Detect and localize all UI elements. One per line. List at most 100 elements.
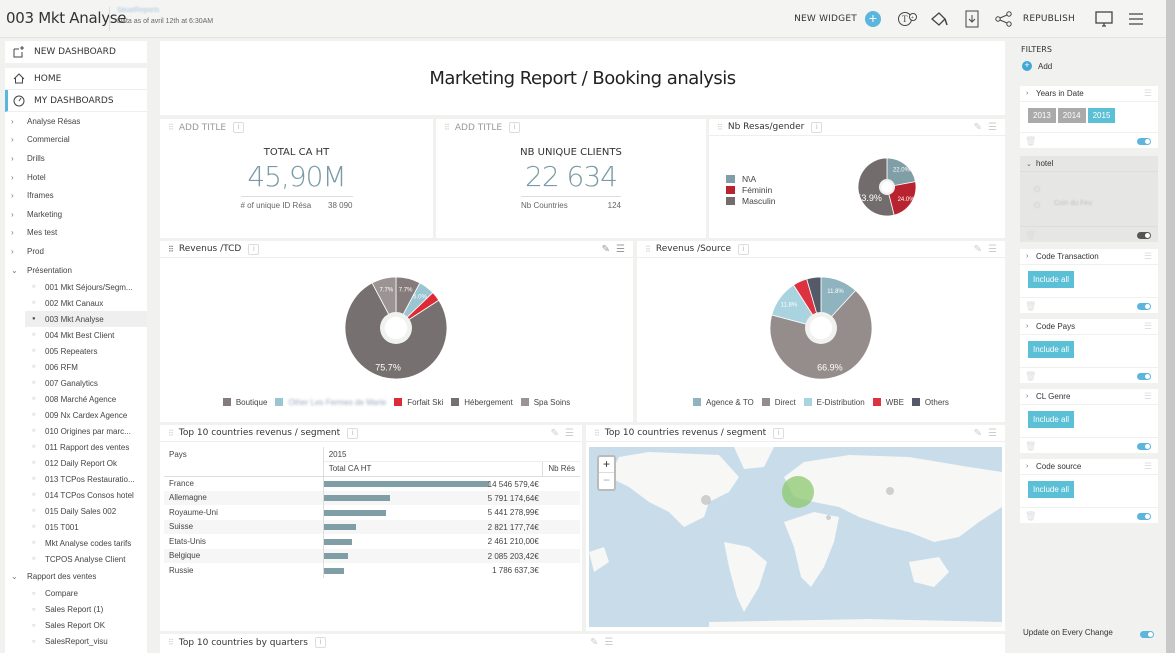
sidebar-dashboard-item[interactable]: ○ 013 TCPos Restauratio... <box>5 471 147 487</box>
include-all-button[interactable]: Include all <box>1028 341 1075 358</box>
card-menu-icon[interactable]: ☰ <box>616 244 625 255</box>
legend-item[interactable]: N\A <box>726 174 776 185</box>
sidebar-folder[interactable]: › Iframes <box>5 186 147 205</box>
legend-item[interactable]: Boutique <box>222 398 267 407</box>
info-icon[interactable]: i <box>738 243 750 255</box>
add-filter-button[interactable]: + Add <box>1022 61 1052 71</box>
drag-handle-icon[interactable]: ⠿ <box>444 123 450 132</box>
sidebar-dashboard-item[interactable]: ○ Mkt Analyse codes tarifs <box>5 535 147 551</box>
sidebar-dashboard-item[interactable]: ○ 008 Marché Agence <box>5 391 147 407</box>
drag-handle-icon[interactable]: ⠿ <box>645 244 651 254</box>
share-icon[interactable] <box>991 9 1017 29</box>
table-row[interactable]: France 14 546 579,4€ <box>164 476 580 491</box>
drag-handle-icon[interactable]: ⠿ <box>168 244 174 254</box>
map-bubble-small[interactable] <box>826 515 831 520</box>
trash-icon[interactable]: 🗑 <box>1025 441 1037 451</box>
sidebar-dashboard-item[interactable]: ○ 007 Ganalytics <box>5 375 147 391</box>
legend-item[interactable]: Hébergement <box>451 398 513 407</box>
filter-toggle[interactable] <box>1137 138 1151 145</box>
radio-option[interactable] <box>1034 186 1040 192</box>
legend-item[interactable]: Forfait Ski <box>394 398 443 407</box>
filter-toggle[interactable] <box>1137 232 1151 239</box>
filter-header[interactable]: › Code Pays ☰ <box>1020 319 1158 335</box>
table-row[interactable]: Russie 1 786 637,3€ <box>164 563 580 578</box>
sidebar-dashboard-item[interactable]: ○ Sales Report (1) <box>5 602 147 618</box>
sidebar-dashboard-item[interactable]: ○ Sales Report OK <box>5 618 147 634</box>
include-all-button[interactable]: Include all <box>1028 411 1075 428</box>
sidebar-dashboard-item[interactable]: ○ 002 Mkt Canaux <box>5 295 147 311</box>
legend-item[interactable]: Féminin <box>726 185 776 196</box>
table-row[interactable]: Suisse 2 821 177,74€ <box>164 519 580 534</box>
trash-icon[interactable]: 🗑 <box>1025 136 1037 146</box>
text-widget-icon[interactable]: T + <box>895 9 921 29</box>
drag-menu-icon[interactable]: ☰ <box>1143 461 1152 471</box>
add-title-button[interactable]: ADD TITLE <box>178 122 227 133</box>
radio-option[interactable] <box>1034 202 1040 208</box>
legend-item[interactable]: WBE <box>872 398 904 407</box>
drag-handle-icon[interactable]: ⠿ <box>168 428 174 438</box>
info-icon[interactable]: i <box>811 121 823 133</box>
sidebar-folder[interactable]: › Marketing <box>5 205 147 224</box>
table-row[interactable]: Allemagne 5 791 174,64€ <box>164 490 580 505</box>
map-bubble-france[interactable] <box>782 476 814 508</box>
drag-handle-icon[interactable]: ⠿ <box>717 122 723 132</box>
filter-header[interactable]: › Code source ☰ <box>1020 459 1158 475</box>
legend-item[interactable]: Spa Soins <box>520 398 570 407</box>
edit-icon[interactable]: ✎ <box>590 637 599 648</box>
trash-icon[interactable]: 🗑 <box>1025 371 1037 381</box>
table-row[interactable]: Etats-Unis 2 461 210,00€ <box>164 534 580 549</box>
edit-icon[interactable]: ✎ <box>973 244 983 255</box>
page-scrollbar[interactable] <box>1166 0 1175 653</box>
edit-icon[interactable]: ✎ <box>550 428 560 439</box>
new-widget-button[interactable]: NEW WIDGET <box>794 14 857 24</box>
card-menu-icon[interactable]: ☰ <box>604 637 614 648</box>
map-bubble-usa[interactable] <box>701 495 711 505</box>
legend-item[interactable]: Direct <box>761 398 796 407</box>
filter-toggle[interactable] <box>1137 303 1151 310</box>
info-icon[interactable]: i <box>233 122 245 133</box>
trash-icon[interactable]: 🗑 <box>1025 230 1037 240</box>
add-title-button[interactable]: ADD TITLE <box>454 122 503 133</box>
map-bubble-russia[interactable] <box>886 487 894 495</box>
fill-icon[interactable] <box>927 9 953 29</box>
sidebar-dashboard-item[interactable]: ○ Compare <box>5 586 147 602</box>
trash-icon[interactable]: 🗑 <box>1025 511 1037 521</box>
filter-header[interactable]: ⌄ hotel <box>1020 156 1158 172</box>
zoom-in-button[interactable]: + <box>599 457 614 473</box>
drag-handle-icon[interactable]: ⠿ <box>168 638 174 647</box>
drag-menu-icon[interactable]: ☰ <box>1143 391 1152 401</box>
sidebar-dashboard-item[interactable]: ○ 004 Mkt Best Client <box>5 327 147 343</box>
sidebar-dashboard-item[interactable]: ○ 006 RFM <box>5 359 147 375</box>
filter-header[interactable]: › CL Genre ☰ <box>1020 389 1158 405</box>
sidebar-folder-presentation[interactable]: ⌄ Présentation <box>5 261 147 280</box>
trash-icon[interactable]: 🗑 <box>1025 301 1037 311</box>
sidebar-folder[interactable]: › Commercial <box>5 131 147 150</box>
sidebar-dashboard-item[interactable]: ○ SalesReport_visu <box>5 634 147 650</box>
sidebar-folder[interactable]: › Drills <box>5 149 147 168</box>
table-row[interactable]: Royaume-Uni 5 441 278,99€ <box>164 505 580 520</box>
sidebar-dashboard-item[interactable]: ○ 010 Origines par marc... <box>5 423 147 439</box>
info-icon[interactable]: i <box>773 427 785 439</box>
info-icon[interactable]: i <box>509 122 521 133</box>
drag-handle-icon[interactable]: ⠿ <box>594 428 600 438</box>
world-map[interactable]: + − <box>589 447 1002 627</box>
table-row[interactable]: Belgique 2 085 203,42€ <box>164 548 580 563</box>
info-icon[interactable]: i <box>347 427 359 439</box>
filter-toggle[interactable] <box>1137 513 1151 520</box>
sidebar-dashboard-item[interactable]: ○ 012 Daily Report Ok <box>5 455 147 471</box>
pie-slice-n-a[interactable] <box>886 157 916 188</box>
sidebar-dashboard-item[interactable]: ○ 009 Nx Cardex Agence <box>5 407 147 423</box>
include-all-button[interactable]: Include all <box>1028 481 1075 498</box>
drag-menu-icon[interactable]: ☰ <box>1143 88 1152 98</box>
year-option-2013[interactable]: 2013 <box>1028 108 1056 123</box>
sidebar-folder[interactable]: › Prod <box>5 242 147 261</box>
card-menu-icon[interactable]: ☰ <box>565 428 574 439</box>
edit-icon[interactable]: ✎ <box>973 428 983 439</box>
legend-item[interactable]: Other Les Fermes de Marie <box>275 398 386 407</box>
filter-header[interactable]: › Code Transaction ☰ <box>1020 249 1158 265</box>
sidebar-item-my-dashboards[interactable]: MY DASHBOARDS <box>5 90 147 112</box>
update-on-change-toggle[interactable] <box>1140 631 1154 638</box>
zoom-out-button[interactable]: − <box>602 473 610 487</box>
year-option-2015[interactable]: 2015 <box>1087 108 1116 123</box>
sidebar-folder-rapport-des-ventes[interactable]: ⌄ Rapport des ventes <box>5 567 147 586</box>
